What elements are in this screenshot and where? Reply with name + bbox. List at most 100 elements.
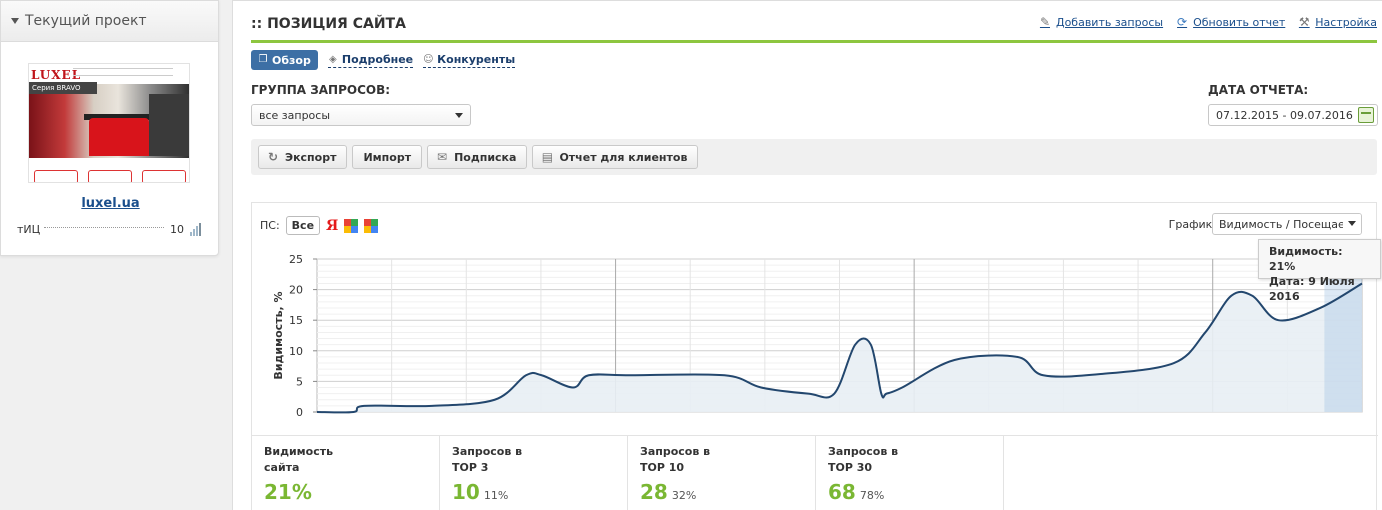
stat-visibility-value-row: 21% xyxy=(264,480,427,504)
settings-link[interactable]: ⚒ Настройка xyxy=(1297,15,1377,29)
query-group-select[interactable]: все запросы xyxy=(251,104,471,126)
current-project-header[interactable]: Текущий проект xyxy=(1,1,218,42)
google-regional-icon[interactable] xyxy=(364,218,379,233)
overview-icon: ❐ xyxy=(258,54,268,65)
import-label: Импорт xyxy=(363,150,412,164)
chevron-down-icon xyxy=(455,113,463,118)
query-group-value: все запросы xyxy=(259,109,331,122)
tab-overview-label: Обзор xyxy=(272,53,311,67)
stat-top30-value: 68 xyxy=(828,480,856,504)
search-engine-filter: ПС: Все Я xyxy=(260,216,379,235)
tooltip-visibility: Видимость: 21% xyxy=(1269,245,1343,273)
visibility-line xyxy=(316,282,1363,414)
envelope-icon: ✉ xyxy=(437,150,448,164)
y-tick-label: 10 xyxy=(289,345,303,358)
project-site-link[interactable]: luxel.ua xyxy=(81,196,140,211)
visibility-area xyxy=(317,283,1362,413)
site-thumbnail[interactable]: LUXEL Серия BRAVO xyxy=(28,63,190,183)
report-date-label: ДАТА ОТЧЕТА: xyxy=(1208,83,1309,97)
thumbnail-menu xyxy=(73,68,173,76)
stat-top3-value-row: 10 11% xyxy=(452,480,615,504)
y-tick-label: 20 xyxy=(289,284,303,297)
visibility-chart-box: ПС: Все Я График: Видимость / Посещаемос… xyxy=(251,202,1381,510)
hover-band xyxy=(1324,259,1362,412)
stat-top10-value: 28 xyxy=(640,480,668,504)
ps-all-button[interactable]: Все xyxy=(285,216,321,235)
query-group-label: ГРУППА ЗАПРОСОВ: xyxy=(251,83,391,97)
ps-label: ПС: xyxy=(260,219,280,232)
wrench-icon: ⚒ xyxy=(1298,15,1310,29)
chart-tooltip: Видимость: 21% Дата: 9 Июля 2016 xyxy=(1258,239,1381,303)
refresh-icon: ⟳ xyxy=(1177,15,1188,29)
pencil-icon: ✎ xyxy=(1039,15,1050,29)
client-report-label: Отчет для клиентов xyxy=(559,150,688,164)
add-queries-link[interactable]: ✎ Добавить запросы xyxy=(1038,15,1163,29)
refresh-report-link[interactable]: ⟳ Обновить отчет xyxy=(1175,15,1285,29)
export-button[interactable]: ↻ Экспорт xyxy=(258,145,348,169)
caret-down-icon xyxy=(11,18,19,24)
stat-top10-title: Запросов в TOP 10 xyxy=(640,445,711,474)
signal-bars-icon xyxy=(190,222,201,236)
stat-top30: Запросов в TOP 30 68 78% xyxy=(816,436,1004,510)
stat-top3-value: 10 xyxy=(452,480,480,504)
thumbnail-series: Серия BRAVO xyxy=(29,82,97,94)
y-tick-label: 5 xyxy=(296,375,303,388)
stat-visibility: Видимость сайта 21% xyxy=(252,436,440,510)
tooltip-date: Дата: 9 Июля 2016 xyxy=(1269,275,1355,303)
stat-top30-title: Запросов в TOP 30 xyxy=(828,445,899,474)
stat-top10-percent: 32% xyxy=(671,489,697,502)
tab-competitors-label: Конкуренты xyxy=(437,53,516,66)
stat-top3: Запросов в TOP 3 10 11% xyxy=(440,436,628,510)
stat-top10: Запросов в TOP 10 28 32% xyxy=(628,436,816,510)
thumbnail-photo xyxy=(29,84,189,158)
tab-details-label: Подробнее xyxy=(341,53,414,66)
import-button[interactable]: Импорт xyxy=(352,145,423,169)
report-date-value: 07.12.2015 - 09.07.2016 xyxy=(1216,109,1353,122)
header-divider xyxy=(251,40,1377,43)
add-queries-label: Добавить запросы xyxy=(1055,15,1164,29)
document-icon: ▤ xyxy=(541,150,554,164)
user-icon: ☺ xyxy=(423,53,434,65)
graph-type-value: Видимость / Посещаемость xyxy=(1219,218,1361,231)
graph-type-select[interactable]: Видимость / Посещаемость xyxy=(1212,213,1362,235)
export-icon: ↻ xyxy=(267,150,279,164)
stat-visibility-value: 21% xyxy=(264,480,312,504)
stat-top3-title: Запросов в TOP 3 xyxy=(452,445,523,474)
stat-top3-percent: 11% xyxy=(483,489,509,502)
client-report-button[interactable]: ▤ Отчет для клиентов xyxy=(532,145,699,169)
summary-stats: Видимость сайта 21% Запросов в TOP 3 10 1… xyxy=(252,435,1378,510)
thumbnail-logo: LUXEL xyxy=(31,68,82,82)
y-tick-label: 15 xyxy=(289,314,303,327)
google-icon[interactable] xyxy=(344,218,359,233)
subscribe-button[interactable]: ✉ Подписка xyxy=(427,145,528,169)
stat-top30-percent: 78% xyxy=(859,489,885,502)
tic-value: 10 xyxy=(170,222,184,236)
tab-details[interactable]: ◈ Подробнее xyxy=(327,53,414,68)
tab-overview[interactable]: ❐ Обзор xyxy=(251,50,318,70)
header-actions: ✎ Добавить запросы ⟳ Обновить отчет ⚒ Настр… xyxy=(1038,15,1377,29)
current-project-title: Текущий проект xyxy=(25,13,147,29)
report-toolbar: ↻ Экспорт Импорт ✉ Подписка ▤ Отчет для кли… xyxy=(251,139,1377,175)
y-tick-label: 0 xyxy=(296,406,303,419)
graph-type-label: График: xyxy=(1168,218,1216,231)
stat-visibility-title: Видимость сайта xyxy=(264,445,334,474)
view-tabs: ❐ Обзор ◈ Подробнее ☺ Конкуренты xyxy=(251,50,516,70)
current-project-panel: Текущий проект LUXEL Серия BRAVO luxel.u… xyxy=(0,0,219,256)
settings-label: Настройка xyxy=(1315,15,1377,29)
stat-top30-value-row: 68 78% xyxy=(828,480,991,504)
main-panel: :: ПОЗИЦИЯ САЙТА ✎ Добавить запросы ⟳ Обно… xyxy=(232,0,1382,510)
report-date-field[interactable]: 07.12.2015 - 09.07.2016 xyxy=(1208,104,1378,126)
tab-competitors[interactable]: ☺ Конкуренты xyxy=(423,53,516,68)
y-axis-label: Видимость, % xyxy=(272,291,285,379)
calendar-icon[interactable] xyxy=(1358,107,1374,123)
visibility-chart: 0 5 10 15 20 25 Видимость, % xyxy=(272,253,1363,419)
tic-row: тИЦ 10 xyxy=(17,222,201,236)
dotted-leader xyxy=(44,227,164,228)
subscribe-label: Подписка xyxy=(454,150,517,164)
chevron-down-icon xyxy=(1343,214,1361,234)
page-title: :: ПОЗИЦИЯ САЙТА xyxy=(251,16,406,32)
yandex-icon[interactable]: Я xyxy=(326,217,339,234)
thumbnail-footer xyxy=(34,170,186,182)
y-tick-label: 25 xyxy=(289,253,303,266)
stat-top10-value-row: 28 32% xyxy=(640,480,803,504)
